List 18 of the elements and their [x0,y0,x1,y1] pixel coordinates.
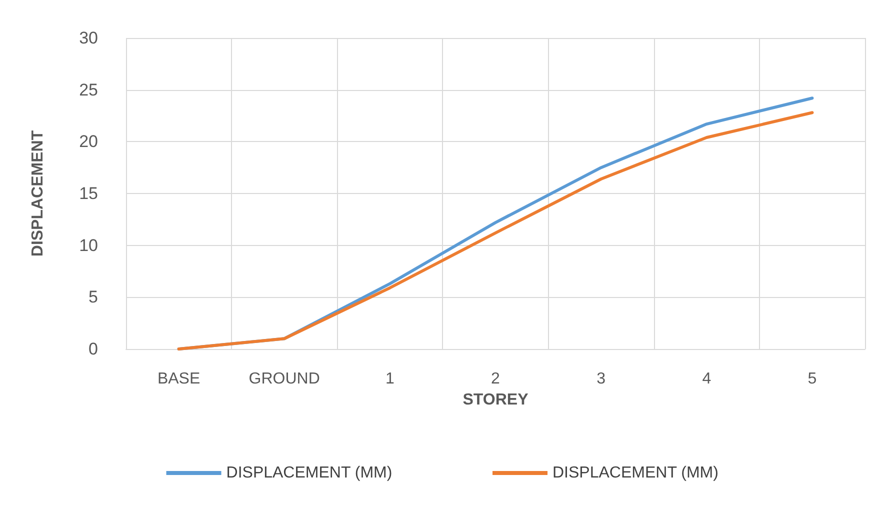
legend-label: DISPLACEMENT (MM) [552,464,718,482]
y-axis-title: DISPLACEMENT [30,130,46,257]
x-tick-label: GROUND [248,370,320,388]
x-axis-title: STOREY [462,391,529,408]
x-tick-label: BASE [157,370,200,388]
x-tick-label: 5 [808,370,817,388]
x-tick-label: 2 [491,370,500,388]
x-tick-label: 1 [385,370,394,388]
y-tick-label: 10 [79,236,98,255]
y-tick-label: 25 [79,80,98,100]
legend-label: DISPLACEMENT (MM) [226,464,392,482]
y-tick-label: 30 [79,28,98,48]
x-tick-label: 3 [596,370,606,388]
y-tick-label: 15 [79,184,98,203]
y-tick-label: 5 [88,288,98,307]
y-tick-label: 20 [79,132,98,152]
x-tick-label: 4 [702,370,712,388]
y-tick-label: 0 [88,340,98,358]
